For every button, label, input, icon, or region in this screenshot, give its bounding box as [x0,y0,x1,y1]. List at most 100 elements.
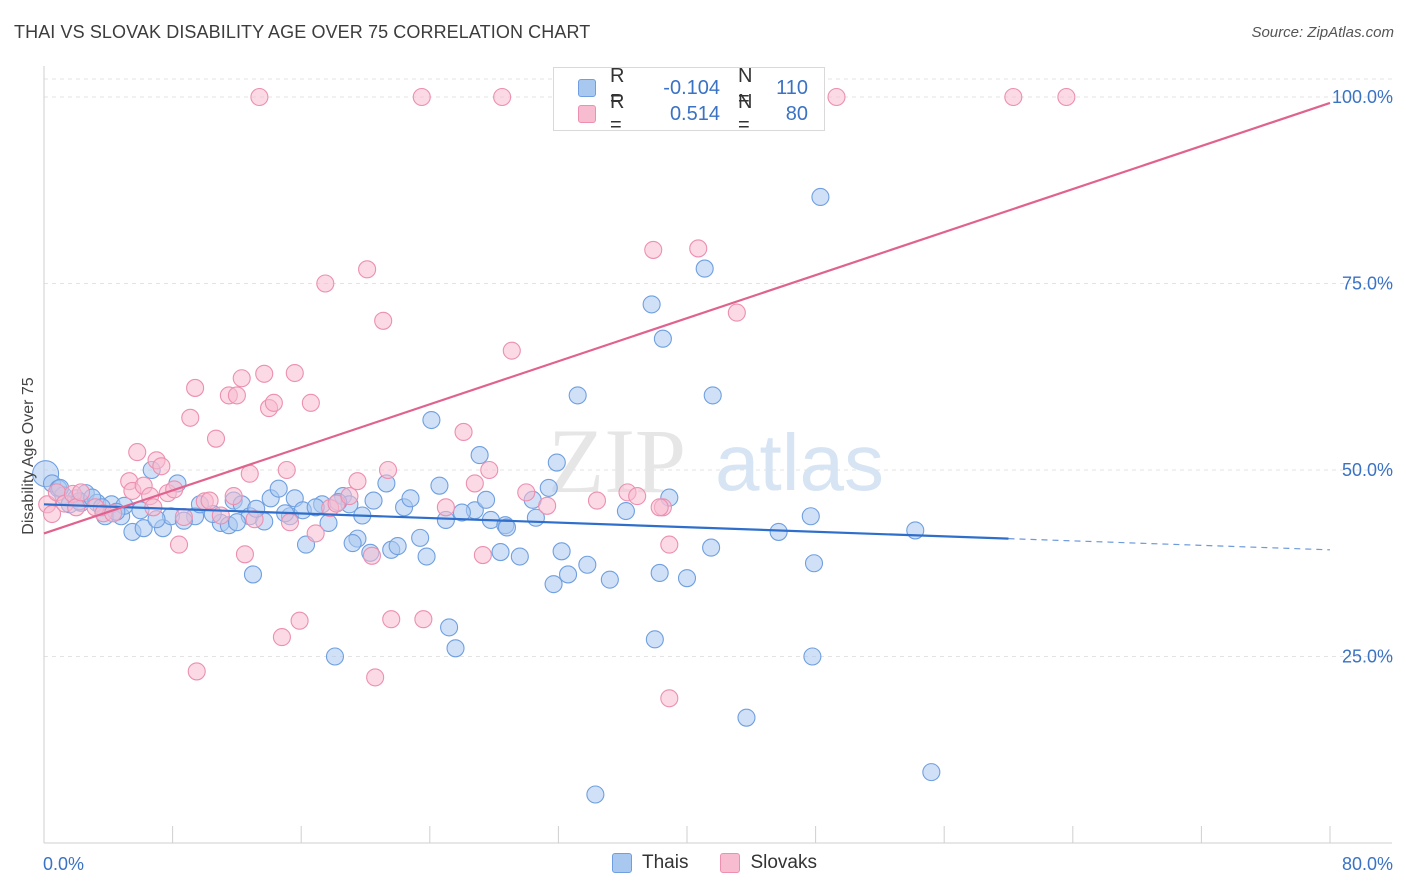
point-slovaks [285,363,304,383]
bottom-legend: Thais Slovaks [612,852,849,874]
point-slovaks [727,303,746,322]
point-thais [470,446,489,465]
point-slovaks [169,535,189,554]
y-tick-label: 50.0% [1342,460,1393,480]
point-slovaks [232,369,251,388]
point-thais [452,503,472,522]
point-slovaks [255,364,274,383]
legend-n-label: N = [738,65,753,110]
legend-r-value: 0.514 [669,102,720,125]
legend-item-slovaks: Slovaks [720,852,817,874]
point-thais [616,501,635,521]
legend-n-label: N = [738,91,753,136]
point-thais [269,479,288,498]
legend-r-label: R = [610,91,625,136]
point-thais [539,478,558,497]
y-tick-label: 100.0% [1332,87,1393,107]
y-tick-label: 75.0% [1342,274,1393,294]
y-tick-label: 25.0% [1342,647,1393,667]
y-axis-label: Disability Age Over 75 [20,377,37,535]
legend-swatch-thais [578,79,596,97]
point-thais [544,575,563,594]
point-slovaks [382,610,401,629]
trend-line-dashed-thais [1008,538,1331,551]
point-thais [769,522,788,541]
point-thais [558,565,578,584]
point-slovaks [187,662,206,681]
point-slovaks [465,474,484,493]
point-slovaks [502,341,521,360]
point-slovaks [436,498,455,517]
point-thais [811,187,830,207]
point-slovaks [689,239,708,258]
x-tick-label-min: 0.0% [43,854,84,874]
point-thais [702,538,721,557]
point-slovaks [660,689,679,708]
point-slovaks [152,457,171,476]
x-tick-label-max: 80.0% [1342,854,1393,874]
point-thais [510,547,529,566]
points-layer [32,87,1076,804]
point-slovaks [1057,87,1076,107]
point-slovaks [316,274,335,293]
point-thais [922,763,941,782]
point-slovaks [264,393,283,412]
legend-box: R = -0.104 N = 110 R = 0.514 N = 80 [553,65,825,136]
trend-line-thais [43,503,1009,540]
point-slovaks [517,483,536,502]
point-thais [586,785,605,804]
trend-layer [43,101,1331,551]
chart-source: Source: ZipAtlas.com [1251,24,1394,41]
point-thais [243,565,263,584]
point-thais [695,259,714,278]
legend-swatch-slovaks [720,853,741,873]
point-slovaks [827,87,846,107]
point-thais [703,386,722,405]
point-slovaks [412,87,431,107]
point-thais [653,329,672,348]
point-slovaks [250,87,269,107]
point-slovaks [245,510,264,529]
point-thais [440,618,459,637]
trend-line-slovaks [43,101,1331,535]
point-thais [401,489,420,508]
point-slovaks [660,535,679,554]
point-thais [430,476,449,495]
point-thais [803,647,822,666]
point-slovaks [348,472,367,491]
point-slovaks [538,496,557,515]
point-slovaks [227,386,246,405]
point-thais [547,453,566,472]
point-slovaks [235,545,254,564]
point-slovaks [378,460,398,480]
legend-item-thais: Thais [612,852,688,874]
watermark-atlas: atlas [715,418,884,507]
point-thais [804,554,824,573]
point-thais [417,547,436,566]
point-slovaks [200,491,219,510]
point-slovaks [272,628,291,647]
legend-row-thais: R = -0.104 N = 110 [578,65,808,110]
point-thais [411,528,430,547]
point-slovaks [366,668,385,687]
legend-row-slovaks: R = 0.514 N = 80 [578,91,808,136]
point-slovaks [71,483,91,502]
point-thais [227,513,246,532]
point-slovaks [306,524,325,543]
point-thais [642,295,661,314]
legend-r-value: -0.104 [663,76,720,99]
point-slovaks [587,491,607,510]
point-thais [650,563,669,582]
point-thais [645,630,664,649]
point-slovaks [128,443,147,462]
point-thais [737,708,756,727]
legend-label-thais: Thais [642,852,689,873]
point-thais [364,491,383,510]
point-slovaks [362,546,381,565]
point-thais [422,410,441,430]
point-thais [477,490,496,509]
point-slovaks [650,498,669,517]
point-slovaks [301,393,320,412]
legend-swatch-slovaks [578,105,596,123]
